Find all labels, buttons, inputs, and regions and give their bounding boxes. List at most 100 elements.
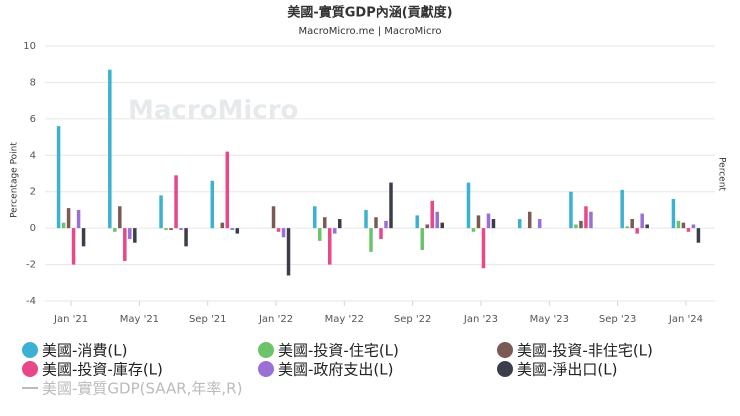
bar: [281, 228, 286, 238]
bar: [276, 228, 281, 232]
bar: [179, 228, 183, 230]
bar: [486, 213, 491, 229]
bar: [584, 206, 588, 229]
legend-label: 美國-淨出口(L): [517, 361, 617, 379]
y-tick-label: 0: [30, 223, 36, 234]
x-tick-label: May '21: [120, 314, 159, 325]
y-tick-label: 6: [30, 114, 36, 125]
bar: [481, 228, 486, 269]
x-tick-label: Sep '21: [189, 314, 227, 325]
bar: [118, 206, 122, 229]
bar: [174, 175, 178, 229]
bar: [425, 224, 429, 229]
bar: [210, 180, 215, 229]
y-tick-label: -2: [26, 260, 36, 271]
bar: [625, 226, 629, 229]
bar: [333, 228, 337, 234]
bar: [81, 228, 86, 247]
bar: [286, 228, 291, 276]
legend-swatch: [258, 361, 274, 377]
legend-label: 美國-投資-非住宅(L): [517, 342, 653, 360]
bar: [71, 228, 76, 265]
bar: [61, 222, 66, 229]
x-tick-label: Jan '21: [53, 314, 88, 325]
watermark: MacroMicro: [128, 96, 298, 126]
bar: [56, 126, 61, 229]
bar: [133, 228, 137, 243]
bar: [169, 228, 173, 230]
bar: [686, 228, 691, 232]
legend-swatch: [258, 342, 274, 358]
x-tick-label: May '23: [530, 314, 569, 325]
bar: [379, 228, 383, 240]
bar: [323, 217, 327, 229]
bar: [466, 182, 471, 229]
bar: [76, 209, 81, 229]
bar: [313, 206, 317, 229]
bar: [579, 220, 583, 229]
bar: [589, 211, 593, 229]
bar: [184, 228, 188, 247]
legend-label: 美國-政府支出(L): [278, 361, 393, 379]
bar: [635, 228, 639, 234]
bar: [630, 219, 634, 229]
legend-swatch: [497, 361, 513, 377]
bar: [128, 228, 132, 240]
legend-swatch: [22, 342, 38, 358]
bar: [235, 228, 240, 234]
bar: [645, 224, 649, 229]
bar: [620, 189, 624, 229]
y-tick-label: 8: [30, 77, 36, 88]
bar: [517, 219, 522, 229]
bar: [108, 69, 112, 229]
bar: [328, 228, 332, 265]
chart-title: 美國-實質GDP內涵(貢獻度): [287, 5, 452, 21]
bar: [440, 222, 444, 229]
bar: [671, 199, 676, 229]
bar: [696, 228, 701, 243]
bar: [569, 191, 573, 229]
bar: [420, 228, 424, 250]
x-tick-label: Jan '23: [463, 314, 498, 325]
y-tick-label: 4: [30, 150, 36, 161]
bar: [123, 228, 127, 261]
bar: [389, 182, 393, 229]
bar: [476, 215, 481, 229]
x-tick-label: May '22: [325, 314, 364, 325]
bar: [435, 211, 439, 229]
bar: [537, 219, 542, 229]
bar: [676, 220, 681, 229]
bar: [369, 228, 373, 252]
bar: [471, 228, 476, 232]
bar: [527, 211, 532, 229]
bar: [220, 222, 225, 229]
y-axis-label: Percentage Point: [10, 142, 20, 218]
bar: [640, 213, 644, 229]
legend-label: 美國-投資-住宅(L): [278, 342, 399, 360]
bar: [415, 215, 419, 229]
bar: [574, 224, 578, 229]
y-tick-label: -4: [26, 296, 36, 307]
y-tick-label: 2: [30, 187, 36, 198]
bar: [681, 222, 686, 229]
bar: [159, 195, 163, 229]
chart-subtitle: MacroMicro.me | MacroMicro: [299, 26, 442, 37]
x-tick-label: Sep '22: [394, 314, 432, 325]
legend-label: 美國-消費(L): [42, 342, 127, 360]
y2-axis-label: Percent: [717, 157, 727, 191]
bar: [271, 206, 276, 229]
bar: [384, 220, 388, 229]
bar: [164, 228, 168, 230]
bar: [230, 228, 235, 230]
bar: [491, 219, 496, 229]
bar: [66, 208, 71, 229]
legend-swatch: [22, 361, 38, 377]
legend-label: 美國-投資-庫存(L): [42, 361, 163, 379]
legend-swatch: [497, 342, 513, 358]
y-tick-label: 10: [23, 41, 36, 52]
bar: [374, 217, 378, 229]
x-tick-label: Sep '23: [599, 314, 637, 325]
legend-label: 美國-實質GDP(SAAR,年率,R): [42, 380, 242, 398]
bar: [430, 200, 434, 229]
